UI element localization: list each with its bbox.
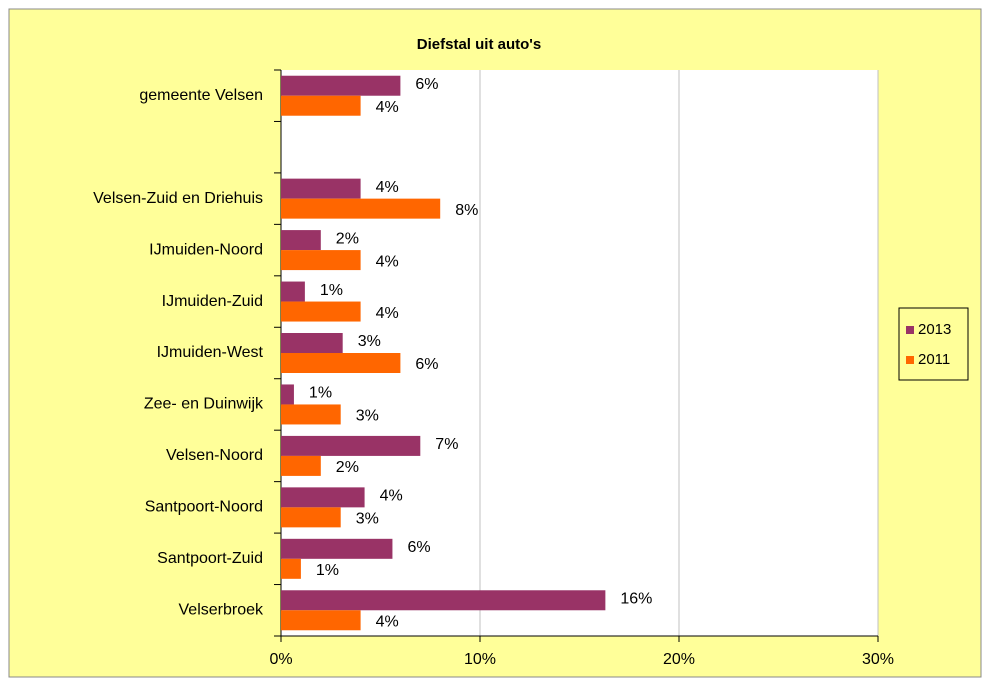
bar	[281, 558, 301, 579]
x-tick-label: 0%	[269, 651, 292, 668]
value-label: 1%	[320, 282, 343, 299]
y-tick-label: IJmuiden-Zuid	[162, 293, 263, 310]
bar	[281, 590, 606, 611]
bar	[281, 384, 294, 405]
value-label: 8%	[455, 202, 478, 219]
bar	[281, 538, 393, 559]
value-label: 2%	[336, 230, 359, 247]
value-label: 3%	[356, 511, 379, 528]
bar	[281, 404, 341, 425]
y-tick-label: Velsen-Noord	[166, 447, 263, 464]
y-tick-label: Santpoort-Noord	[145, 499, 263, 516]
value-label: 4%	[376, 99, 399, 116]
value-label: 3%	[358, 333, 381, 350]
value-label: 1%	[316, 562, 339, 579]
y-tick-label: Santpoort-Zuid	[157, 550, 263, 567]
value-label: 4%	[376, 253, 399, 270]
bar	[281, 250, 361, 271]
bar	[281, 230, 321, 251]
y-tick-label: IJmuiden-West	[157, 344, 264, 361]
legend-label: 2013	[918, 321, 951, 338]
x-tick-label: 30%	[862, 651, 894, 668]
legend-swatch	[906, 356, 914, 364]
bar	[281, 435, 421, 456]
x-tick-label: 10%	[464, 651, 496, 668]
bar	[281, 198, 441, 219]
y-tick-label: gemeente Velsen	[139, 87, 263, 104]
bar	[281, 95, 361, 116]
bar	[281, 610, 361, 631]
bar	[281, 353, 401, 373]
y-tick-label: Velsen-Zuid en Driehuis	[93, 190, 263, 207]
value-label: 4%	[376, 613, 399, 630]
y-tick-label: IJmuiden-Noord	[149, 241, 263, 258]
bar	[281, 75, 401, 96]
value-label: 6%	[415, 76, 438, 93]
value-label: 4%	[376, 305, 399, 322]
value-label: 4%	[376, 179, 399, 196]
value-label: 7%	[435, 436, 458, 453]
legend-label: 2011	[918, 351, 950, 368]
legend-swatch	[906, 326, 914, 334]
bar	[281, 333, 343, 353]
value-label: 6%	[415, 356, 438, 373]
bar	[281, 178, 361, 199]
legend-box	[898, 307, 969, 381]
bar	[281, 507, 341, 528]
value-label: 1%	[309, 385, 332, 402]
bar	[281, 487, 365, 508]
value-label: 3%	[356, 408, 379, 425]
value-label: 4%	[380, 488, 403, 505]
bar	[281, 281, 305, 302]
y-tick-label: Zee- en Duinwijk	[144, 396, 264, 413]
bar	[281, 455, 321, 476]
bar	[281, 301, 361, 322]
value-label: 16%	[620, 590, 652, 607]
y-tick-label: Velserbroek	[179, 601, 264, 618]
x-tick-label: 20%	[663, 651, 695, 668]
chart-title: Diefstal uit auto's	[417, 36, 541, 53]
value-label: 6%	[407, 539, 430, 556]
value-label: 2%	[336, 459, 359, 476]
